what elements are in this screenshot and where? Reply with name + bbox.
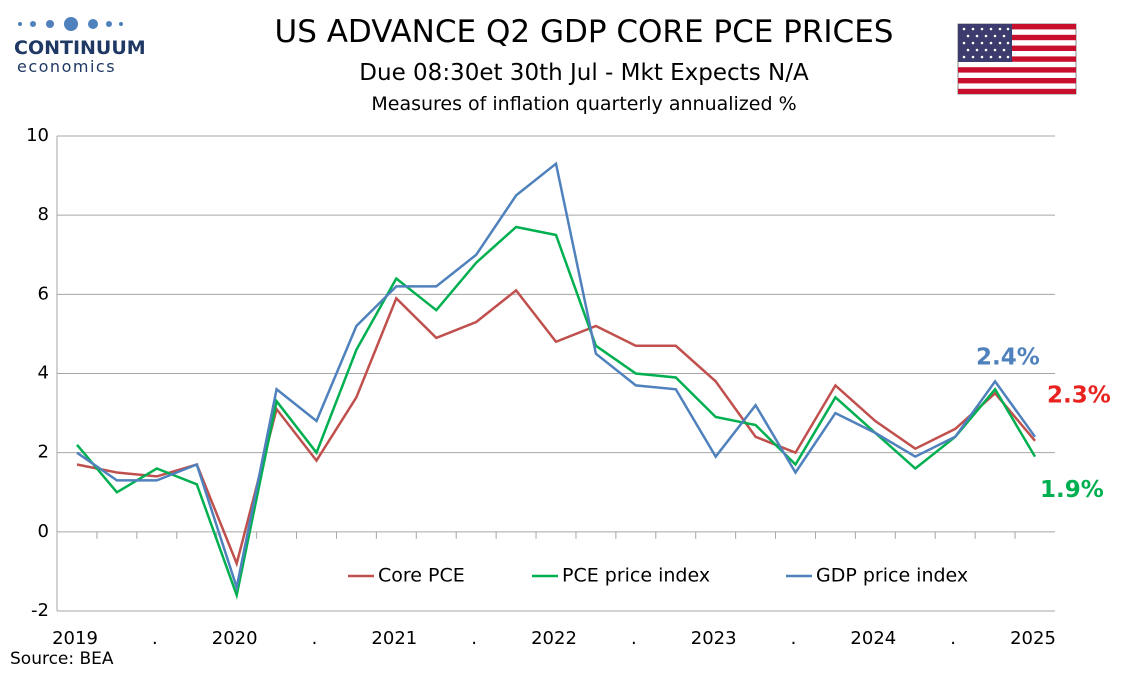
- x-tick-label: 2024: [850, 628, 896, 649]
- y-tick-label: 6: [38, 283, 49, 304]
- value-label: 1.9%: [1040, 477, 1104, 503]
- legend-label: PCE price index: [562, 565, 710, 587]
- value-label: 2.4%: [976, 344, 1040, 370]
- source-note: Source: BEA: [10, 649, 114, 669]
- x-tick-label: 2025: [1010, 628, 1056, 649]
- y-tick-label: -2: [31, 600, 49, 621]
- legend-label: Core PCE: [378, 565, 465, 587]
- y-tick-label: 4: [38, 363, 49, 384]
- x-tick-label: 2020: [212, 628, 258, 649]
- chart-subtitle: Due 08:30et 30th Jul - Mkt Expects N/A: [359, 60, 809, 86]
- legend-label: GDP price index: [816, 565, 968, 587]
- x-tick-label: 2021: [371, 628, 417, 649]
- value-label: 2.3%: [1047, 382, 1111, 408]
- x-tick-label: .: [631, 628, 637, 649]
- series-line: [76, 161, 1037, 593]
- y-tick-label: 10: [26, 125, 49, 146]
- chart-title: US ADVANCE Q2 GDP CORE PCE PRICES: [275, 14, 894, 50]
- flag: [957, 23, 1077, 95]
- y-tick-label: 0: [38, 521, 49, 542]
- x-tick-label: .: [152, 628, 158, 649]
- x-tick-label: .: [471, 628, 477, 649]
- x-tick-label: .: [791, 628, 797, 649]
- x-tick-label: 2023: [691, 628, 737, 649]
- logo: CONTINUUM economics: [14, 17, 146, 76]
- chart-caption: Measures of inflation quarterly annualiz…: [371, 93, 796, 115]
- brand-tagline: economics: [17, 57, 116, 76]
- x-tick-label: 2019: [52, 628, 98, 649]
- y-tick-label: 2: [38, 442, 49, 463]
- x-tick-label: .: [950, 628, 956, 649]
- y-tick-label: 8: [38, 204, 49, 225]
- brand-name: CONTINUUM: [14, 37, 146, 59]
- x-tick-label: .: [312, 628, 318, 649]
- series-line: [76, 288, 1036, 568]
- x-tick-label: 2022: [531, 628, 577, 649]
